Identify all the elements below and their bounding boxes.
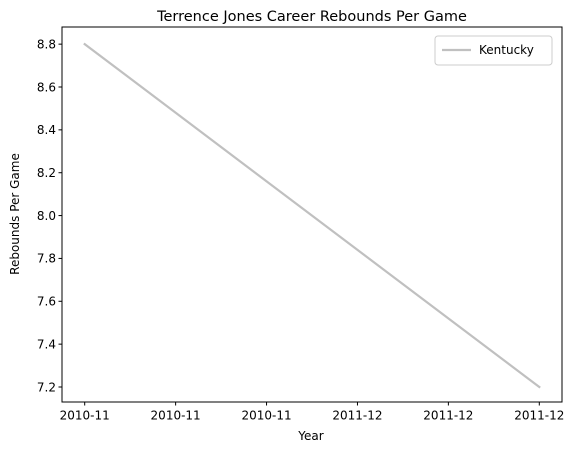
x-tick-label: 2011-12 [514,409,564,423]
x-tick-label: 2010-11 [241,409,291,423]
y-tick-label: 8.6 [37,80,56,94]
chart-title: Terrence Jones Career Rebounds Per Game [156,9,467,25]
x-tick-label: 2011-12 [332,409,382,423]
plot-area [61,26,563,403]
x-tick-label: 2010-11 [151,409,201,423]
x-tick-label: 2010-11 [60,409,110,423]
plot-frame [61,26,563,403]
y-axis-label: Rebounds Per Game [8,153,22,275]
y-tick-label: 7.8 [37,252,56,266]
y-tick-label: 7.2 [37,380,56,394]
y-tick-label: 8.2 [37,166,56,180]
y-tick-label: 7.4 [37,337,56,351]
series-layer [83,42,541,389]
series-line-kentucky [83,42,541,389]
x-axis-ticks: 2010-11 2010-11 2010-11 2011-12 2011-12 2011-… [60,402,564,423]
y-tick-label: 8.8 [37,37,56,51]
x-tick-label: 2011-12 [423,409,473,423]
y-tick-label: 8.0 [37,209,56,223]
legend-series-label: Kentucky [479,43,534,57]
legend: Kentucky [434,35,553,66]
y-tick-label: 8.4 [37,123,56,137]
y-tick-label: 7.6 [37,295,56,309]
legend-box [434,35,553,66]
x-axis-label: Year [297,429,323,443]
y-axis-ticks: 7.2 7.4 7.6 7.8 8.0 8.2 8.4 8.6 8.8 [37,37,62,394]
